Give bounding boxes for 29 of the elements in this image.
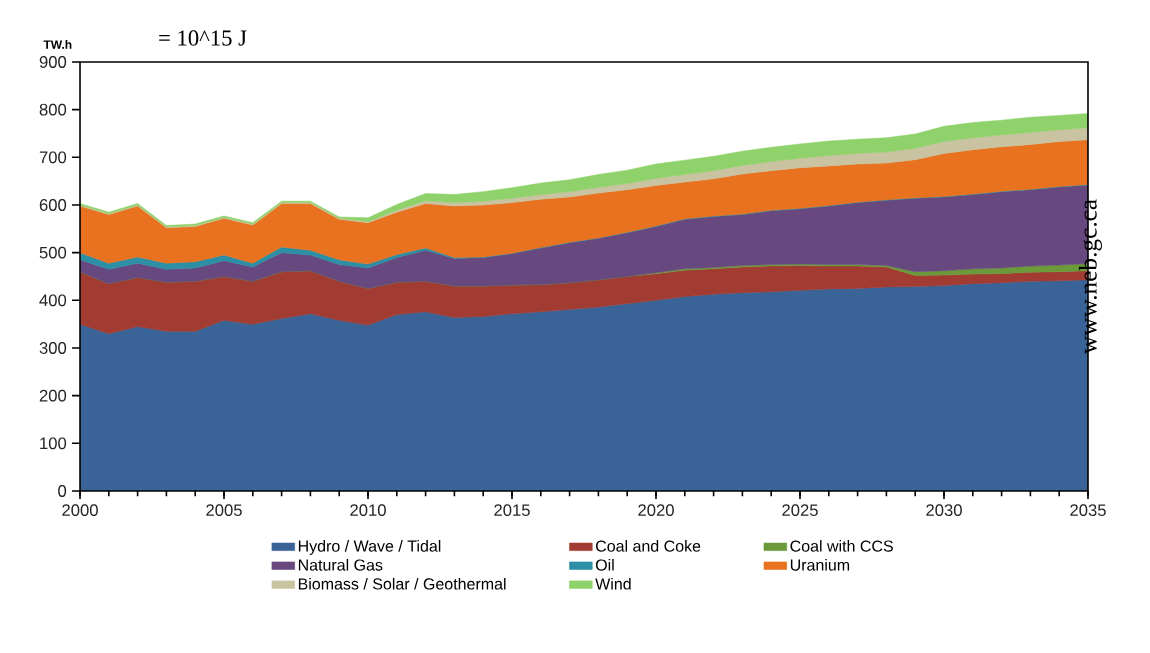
text: = 10^15 J (159, 30, 247, 46)
legend-label: Hydro / Wave / Tidal (298, 540, 441, 555)
legend-label: Coal with CCS (790, 540, 893, 552)
x-tick-label: 2025 (782, 504, 818, 517)
y-tick-label: 800 (39, 103, 67, 116)
x-tick-label: 2000 (62, 504, 98, 517)
legend-label: Uranium (790, 558, 850, 571)
x-tick-label: 2030 (926, 504, 962, 517)
y-tick-label: 500 (39, 246, 67, 259)
y-tick-label: 100 (40, 437, 67, 450)
legend-label: Biomass / Solar / Geothermal (298, 577, 506, 590)
x-tick-label: 2005 (206, 504, 242, 517)
y-axis-title: TW.h (43, 40, 72, 49)
legend-label: Wind (595, 577, 631, 590)
y-tick-label: 900 (39, 56, 67, 68)
x-tick-label: 2010 (350, 504, 386, 517)
y-tick-label: 300 (39, 342, 67, 354)
x-tick-label: 2020 (638, 504, 674, 517)
y-tick-label: 700 (39, 151, 67, 164)
annotation: www.neb.gc.ca (1078, 199, 1102, 355)
y-tick-label: 0 (58, 485, 67, 497)
x-tick-label: 2015 (494, 504, 530, 517)
legend-label: Natural Gas (298, 558, 383, 571)
x-tick-label: 2035 (1070, 504, 1106, 517)
y-tick-label: 400 (39, 294, 67, 307)
y-tick-label: 600 (39, 199, 67, 211)
y-tick-label: 200 (39, 389, 67, 402)
legend-label: Coal and Coke (596, 540, 701, 552)
legend-label: Oil (595, 558, 614, 571)
